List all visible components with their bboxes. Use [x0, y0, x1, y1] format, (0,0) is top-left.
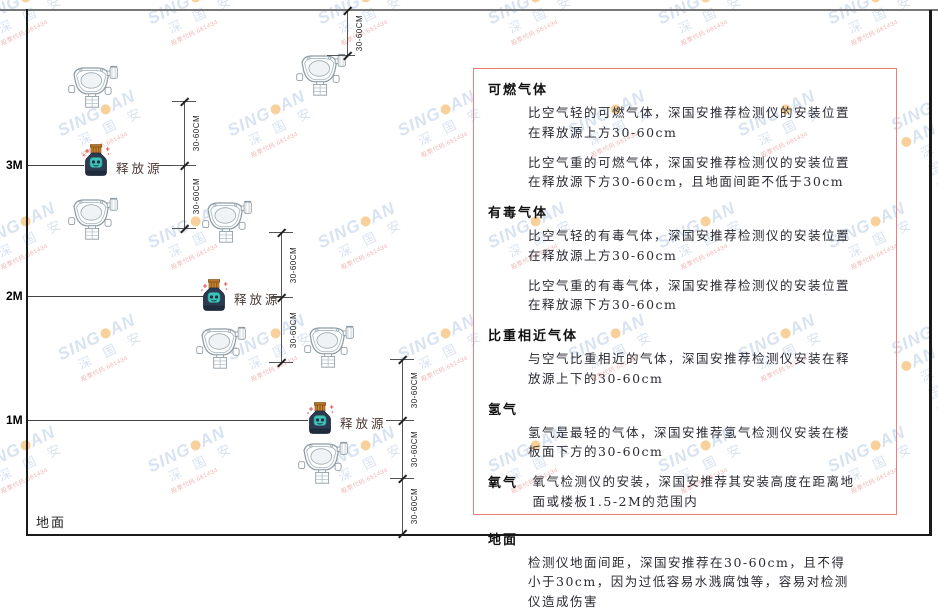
- release-source-icon: [82, 144, 110, 183]
- gas-detector-icon: [296, 52, 346, 102]
- installation-notes-panel: 可燃气体 比空气轻的可燃气体，深国安推荐检测仪的安装位置在释放源上方30-60c…: [473, 68, 897, 609]
- dimension-label: 30-60CM: [410, 430, 419, 468]
- leader-stub-2m: [272, 296, 281, 297]
- gas-detector-icon: [304, 324, 354, 374]
- gas-detector-icon: [298, 440, 348, 490]
- ground-label: 地面: [36, 516, 67, 531]
- dimension-line: [347, 11, 348, 55]
- section-heading: 氢气: [488, 401, 519, 417]
- dimension-tick: [327, 55, 355, 56]
- left-wall-line: [26, 9, 28, 536]
- release-source-label: 释放源: [116, 161, 163, 176]
- section-heading: 氧气: [488, 475, 519, 490]
- section-paragraph: 比空气重的有毒气体，深国安推荐检测仪的安装位置在释放源下方30-60cm: [528, 277, 851, 313]
- section-paragraph: 与空气比重相近的气体，深国安推荐检测仪安装在释放源上下的30-60cm: [528, 351, 851, 386]
- leader-3m: [28, 165, 84, 166]
- gas-detector-icon: [196, 325, 246, 375]
- dimension-label: 30-60CM: [289, 311, 298, 349]
- ceiling-line: [0, 9, 938, 11]
- dimension-label: 30-60CM: [410, 371, 419, 409]
- section-heading: 有毒气体: [488, 205, 549, 220]
- right-wall-line: [929, 10, 932, 536]
- release-source-icon: [306, 402, 334, 441]
- dimension-label: 30-60CM: [192, 114, 201, 152]
- dimension-label: 30-60CM: [355, 14, 364, 52]
- section-toxic-gas: 有毒气体 比空气轻的有毒气体，深国安推荐检测仪的安装位置在释放源上方30-60c…: [488, 202, 882, 315]
- section-heading: 比重相近气体: [488, 328, 579, 343]
- dimension-line: [402, 359, 403, 534]
- section-paragraph: 氧气检测仪的安装，深国安推荐其安装高度在距离地面或楼板1.5-2M的范围内: [532, 474, 855, 509]
- gas-detector-icon: [68, 196, 118, 246]
- section-paragraph: 检测仪地面间距，深国安推荐在30-60cm，且不得小于30cm，因为过低容易水溅…: [528, 554, 849, 610]
- section-hydrogen: 氢气 氢气是最轻的气体，深国安推荐氢气检测仪安装在楼板面下方的30-60cm: [488, 399, 882, 463]
- height-label-2m: 2M: [6, 289, 23, 303]
- section-combustible-gas: 可燃气体 比空气轻的可燃气体，深国安推荐检测仪的安装位置在释放源上方30-60c…: [488, 79, 882, 192]
- section-paragraph: 比空气重的可燃气体，深国安推荐检测仪的安装位置在释放源下方30-60cm，且地面…: [528, 154, 851, 190]
- ground-line: [26, 534, 932, 536]
- section-heading: 可燃气体: [488, 82, 549, 97]
- section-similar-density-gas: 比重相近气体 与空气比重相近的气体，深国安推荐检测仪安装在释放源上下的30-60…: [488, 325, 882, 389]
- height-label-1m: 1M: [6, 413, 23, 427]
- dimension-label: 30-60CM: [289, 246, 298, 284]
- leader-1m: [28, 420, 308, 421]
- height-label-3m: 3M: [6, 158, 23, 172]
- dimension-label: 30-60CM: [192, 177, 201, 215]
- section-paragraph: 氢气是最轻的气体，深国安推荐氢气检测仪安装在楼板面下方的30-60cm: [528, 424, 851, 460]
- release-source-label: 释放源: [340, 416, 387, 431]
- gas-detector-icon: [202, 199, 252, 249]
- dimension-label: 30-60CM: [410, 487, 419, 525]
- section-paragraph: 比空气轻的有毒气体，深国安推荐检测仪的安装位置在释放源上方30-60cm: [528, 228, 851, 263]
- section-oxygen: 氧气 氧气检测仪的安装，深国安推荐其安装高度在距离地面或楼板1.5-2M的范围内: [488, 472, 882, 512]
- diagram-layer: 3M 2M 1M 地面 释放源 释放源 释放源 30-60CM 30-60CM …: [0, 6, 938, 539]
- section-paragraph: 比空气轻的可燃气体，深国安推荐检测仪的安装位置在释放源上方30-60cm: [528, 105, 851, 140]
- gas-detector-icon: [68, 64, 118, 114]
- release-source-label: 释放源: [234, 292, 281, 307]
- leader-2m: [28, 296, 204, 297]
- release-source-icon: [200, 279, 228, 318]
- leader-stub-3m: [158, 165, 184, 166]
- section-heading: 地面: [488, 531, 519, 547]
